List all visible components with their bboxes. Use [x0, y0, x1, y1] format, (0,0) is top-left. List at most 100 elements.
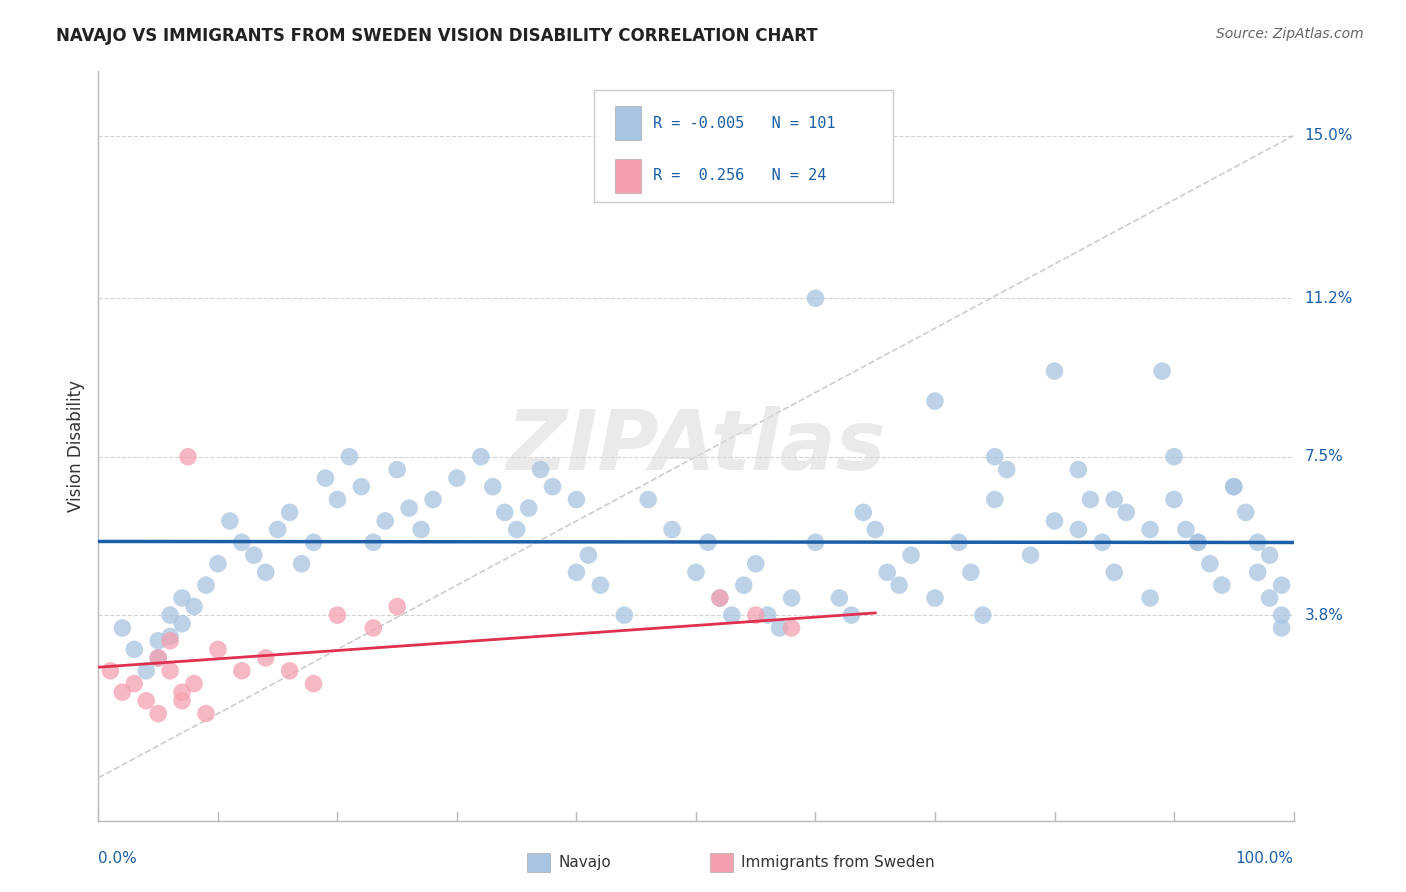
- Text: Navajo: Navajo: [558, 855, 612, 870]
- Point: [148, 651, 170, 665]
- Point: [254, 566, 277, 580]
- Point: [231, 664, 253, 678]
- Point: [865, 523, 887, 537]
- Point: [135, 694, 157, 708]
- Point: [745, 557, 768, 571]
- Point: [804, 535, 827, 549]
- Point: [960, 566, 983, 580]
- Point: [111, 621, 134, 635]
- Point: [1104, 566, 1126, 580]
- Point: [177, 450, 200, 464]
- Point: [1258, 548, 1281, 562]
- Point: [254, 651, 277, 665]
- Text: 0.0%: 0.0%: [98, 851, 138, 866]
- Point: [339, 450, 361, 464]
- Point: [1223, 480, 1246, 494]
- Point: [124, 642, 146, 657]
- Text: 15.0%: 15.0%: [1305, 128, 1353, 143]
- Point: [1067, 462, 1090, 476]
- Point: [183, 599, 205, 614]
- Point: [995, 462, 1018, 476]
- Point: [780, 621, 803, 635]
- Point: [183, 676, 205, 690]
- Point: [1067, 523, 1090, 537]
- Point: [756, 608, 779, 623]
- Point: [841, 608, 863, 623]
- Point: [1234, 505, 1257, 519]
- Point: [470, 450, 492, 464]
- Point: [948, 535, 970, 549]
- Text: R =  0.256   N = 24: R = 0.256 N = 24: [652, 169, 827, 183]
- Point: [219, 514, 242, 528]
- Point: [148, 706, 170, 721]
- Point: [578, 548, 600, 562]
- Point: [1019, 548, 1042, 562]
- Point: [243, 548, 266, 562]
- Point: [278, 505, 301, 519]
- Point: [195, 578, 218, 592]
- Point: [1223, 480, 1246, 494]
- Text: R = -0.005   N = 101: R = -0.005 N = 101: [652, 116, 835, 131]
- Point: [804, 291, 827, 305]
- Point: [900, 548, 922, 562]
- Point: [828, 591, 851, 605]
- Point: [494, 505, 516, 519]
- FancyBboxPatch shape: [595, 90, 893, 202]
- Text: 7.5%: 7.5%: [1305, 450, 1343, 464]
- Point: [172, 694, 194, 708]
- Point: [721, 608, 744, 623]
- Point: [135, 664, 157, 678]
- Point: [517, 501, 540, 516]
- Point: [148, 633, 170, 648]
- Text: NAVAJO VS IMMIGRANTS FROM SWEDEN VISION DISABILITY CORRELATION CHART: NAVAJO VS IMMIGRANTS FROM SWEDEN VISION …: [56, 27, 818, 45]
- Point: [302, 676, 325, 690]
- Point: [984, 450, 1007, 464]
- Point: [291, 557, 314, 571]
- Point: [1247, 535, 1270, 549]
- Point: [1104, 492, 1126, 507]
- Point: [1163, 492, 1185, 507]
- Point: [207, 642, 229, 657]
- Point: [685, 566, 707, 580]
- Point: [1152, 364, 1174, 378]
- Bar: [614, 159, 641, 193]
- Text: Immigrants from Sweden: Immigrants from Sweden: [741, 855, 935, 870]
- Point: [195, 706, 218, 721]
- Text: 3.8%: 3.8%: [1305, 607, 1344, 623]
- Point: [709, 591, 731, 605]
- Point: [385, 462, 409, 476]
- Point: [876, 566, 898, 580]
- Point: [172, 616, 194, 631]
- Point: [637, 492, 659, 507]
- Point: [159, 630, 181, 644]
- Point: [446, 471, 468, 485]
- Point: [1211, 578, 1233, 592]
- Text: ZIPAtlas: ZIPAtlas: [506, 406, 886, 486]
- Point: [506, 523, 529, 537]
- Point: [302, 535, 325, 549]
- Point: [745, 608, 768, 623]
- Bar: [614, 106, 641, 140]
- Point: [852, 505, 875, 519]
- Point: [148, 651, 170, 665]
- Point: [541, 480, 564, 494]
- Point: [172, 591, 194, 605]
- Point: [1080, 492, 1102, 507]
- Point: [422, 492, 444, 507]
- Text: 100.0%: 100.0%: [1236, 851, 1294, 866]
- Point: [111, 685, 134, 699]
- Point: [1247, 566, 1270, 580]
- Point: [1187, 535, 1209, 549]
- Point: [124, 676, 146, 690]
- Point: [385, 599, 409, 614]
- Point: [1115, 505, 1137, 519]
- Point: [207, 557, 229, 571]
- Point: [768, 621, 790, 635]
- Point: [411, 523, 433, 537]
- Point: [1043, 364, 1066, 378]
- Point: [159, 664, 181, 678]
- Point: [1187, 535, 1209, 549]
- Point: [1091, 535, 1114, 549]
- Point: [889, 578, 911, 592]
- Point: [697, 535, 720, 549]
